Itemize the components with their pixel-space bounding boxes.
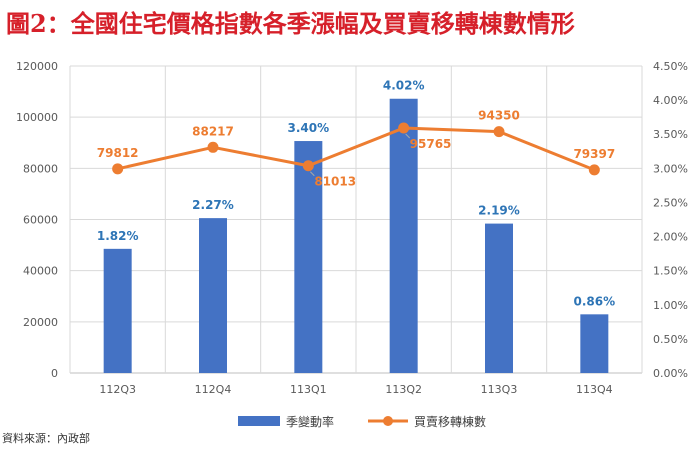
bar-data-label: 0.86% bbox=[574, 294, 616, 308]
line-point bbox=[588, 164, 600, 176]
left-tick-label: 20000 bbox=[23, 316, 58, 329]
right-tick-label: 1.50% bbox=[653, 265, 688, 278]
x-tick-label: 113Q1 bbox=[290, 383, 327, 396]
line-data-label: 95765 bbox=[410, 137, 452, 151]
right-tick-label: 1.00% bbox=[653, 299, 688, 312]
legend-label: 季變動率 bbox=[286, 414, 334, 429]
bar bbox=[580, 314, 609, 373]
legend-swatch-bar bbox=[238, 416, 280, 426]
line-point bbox=[398, 122, 410, 134]
x-tick-label: 113Q4 bbox=[576, 383, 613, 396]
right-tick-label: 3.50% bbox=[653, 128, 688, 141]
line-point bbox=[493, 126, 505, 138]
legend-label: 買賣移轉棟數 bbox=[414, 414, 486, 429]
right-tick-label: 0.00% bbox=[653, 367, 688, 380]
right-tick-label: 3.00% bbox=[653, 162, 688, 175]
right-tick-label: 4.00% bbox=[653, 94, 688, 107]
bar bbox=[199, 218, 227, 373]
source-note: 資料來源：內政部 bbox=[2, 432, 90, 445]
axis-ticks: 0 20000 40000 60000 80000 100000 120000 0.00% 0.… bbox=[16, 60, 688, 396]
line-point bbox=[302, 160, 314, 172]
line-path bbox=[117, 126, 595, 172]
data-labels: 1.82% 2.27% 3.40% 4.02% 2.19% 0.86% 79812 88217… bbox=[97, 79, 615, 309]
bar-series bbox=[103, 98, 609, 373]
line-data-label: 88217 bbox=[192, 124, 234, 138]
line-data-label: 79812 bbox=[97, 146, 139, 160]
bar-data-label: 3.40% bbox=[288, 121, 330, 135]
line-data-label: 81013 bbox=[314, 175, 356, 189]
left-tick-label: 0 bbox=[51, 367, 58, 380]
left-tick-label: 120000 bbox=[16, 60, 58, 73]
bar-data-label: 2.27% bbox=[192, 198, 234, 212]
x-tick-label: 113Q2 bbox=[385, 383, 422, 396]
bar bbox=[103, 248, 132, 373]
legend: 季變動率 買賣移轉棟數 bbox=[238, 414, 486, 429]
bar-data-label: 2.19% bbox=[478, 204, 520, 218]
line-series bbox=[112, 122, 600, 176]
left-tick-label: 100000 bbox=[16, 111, 58, 124]
x-tick-label: 112Q4 bbox=[195, 383, 232, 396]
bar-data-label: 1.82% bbox=[97, 229, 139, 243]
line-label-leader bbox=[405, 133, 411, 139]
line-point bbox=[112, 163, 124, 175]
bar-data-label: 4.02% bbox=[383, 79, 425, 93]
line-data-label: 79397 bbox=[573, 147, 615, 161]
bar bbox=[294, 141, 323, 373]
bar bbox=[389, 98, 418, 373]
line-point bbox=[207, 141, 219, 153]
line-label-leader bbox=[309, 171, 315, 177]
left-tick-label: 60000 bbox=[23, 214, 58, 227]
gridlines bbox=[69, 65, 643, 374]
x-tick-label: 113Q3 bbox=[481, 383, 518, 396]
legend-swatch-marker bbox=[383, 416, 393, 426]
right-tick-label: 2.50% bbox=[653, 196, 688, 209]
line-data-label: 94350 bbox=[478, 109, 520, 123]
right-tick-label: 0.50% bbox=[653, 333, 688, 346]
bar bbox=[485, 223, 513, 373]
right-tick-label: 4.50% bbox=[653, 60, 688, 73]
x-tick-label: 112Q3 bbox=[99, 383, 136, 396]
left-tick-label: 80000 bbox=[23, 162, 58, 175]
right-tick-label: 2.00% bbox=[653, 231, 688, 244]
left-tick-label: 40000 bbox=[23, 265, 58, 278]
chart-title: 圖2：全國住宅價格指數各季漲幅及買賣移轉棟數情形 bbox=[6, 9, 575, 38]
